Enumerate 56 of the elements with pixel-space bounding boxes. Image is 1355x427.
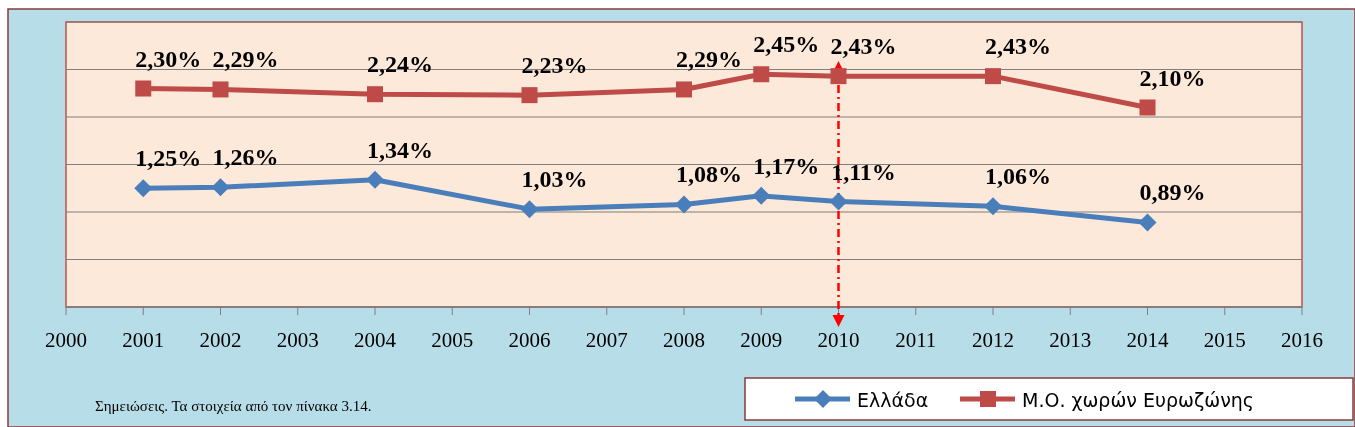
data-label: 2,43% (985, 33, 1051, 60)
point (1138, 213, 1157, 232)
x-tick-label: 2001 (122, 328, 165, 352)
data-label: 1,17% (753, 152, 820, 179)
point (753, 66, 770, 83)
point (1139, 99, 1156, 116)
point (521, 87, 538, 104)
point (752, 186, 771, 205)
point (520, 200, 539, 219)
x-tick-label: 2004 (354, 328, 397, 352)
x-tick-label: 2015 (1203, 328, 1246, 352)
x-tick-label: 2016 (1281, 328, 1323, 352)
data-label: 2,24% (367, 51, 433, 78)
data-label: 1,11% (831, 158, 896, 185)
data-label: 1,25% (135, 145, 202, 172)
point (135, 80, 152, 97)
data-label: 2,29% (676, 46, 742, 73)
x-tick-label: 2013 (1049, 328, 1092, 352)
x-tick-label: 2014 (1126, 328, 1169, 352)
point (830, 68, 847, 85)
legend-label: Ελλάδα (857, 389, 929, 411)
data-label: 1,08% (676, 161, 742, 188)
data-label: 0,89% (1139, 179, 1206, 206)
point (676, 81, 692, 98)
point (367, 86, 383, 103)
point (134, 179, 153, 198)
legend-label: Μ.Ο. χωρών Ευρωζώνης (1022, 389, 1254, 411)
data-label: 1,03% (521, 166, 588, 193)
data-label: 2,10% (1139, 64, 1206, 91)
point (985, 68, 1001, 85)
x-tick-label: 2006 (508, 328, 551, 352)
text: Σημειώσεις. Τα στοιχεία από τον πίνακα 3.14. (95, 398, 372, 414)
x-tick-label: 2008 (663, 328, 705, 352)
data-label: 1,26% (212, 144, 279, 171)
data-label: 2,23% (521, 52, 588, 79)
x-tick-label: 2010 (817, 328, 860, 352)
point (829, 192, 848, 211)
point (211, 178, 230, 197)
data-label: 2,43% (830, 33, 897, 60)
data-label: 2,29% (212, 46, 279, 73)
data-label: 1,06% (985, 163, 1051, 190)
data-label: 2,30% (135, 45, 202, 72)
data-label: 2,45% (753, 31, 820, 58)
x-tick-label: 2000 (45, 328, 87, 352)
x-tick-label: 2007 (585, 328, 628, 352)
point (212, 81, 229, 98)
x-tick-label: 2003 (276, 328, 319, 352)
point (984, 197, 1002, 216)
x-tick-label: 2012 (972, 328, 1014, 352)
data-label: 1,34% (367, 136, 433, 163)
x-tick-label: 2011 (895, 328, 937, 352)
point (366, 170, 384, 189)
point (675, 195, 693, 214)
x-tick-label: 2009 (740, 328, 783, 352)
x-tick-label: 2005 (431, 328, 474, 352)
x-tick-label: 2002 (199, 328, 242, 352)
